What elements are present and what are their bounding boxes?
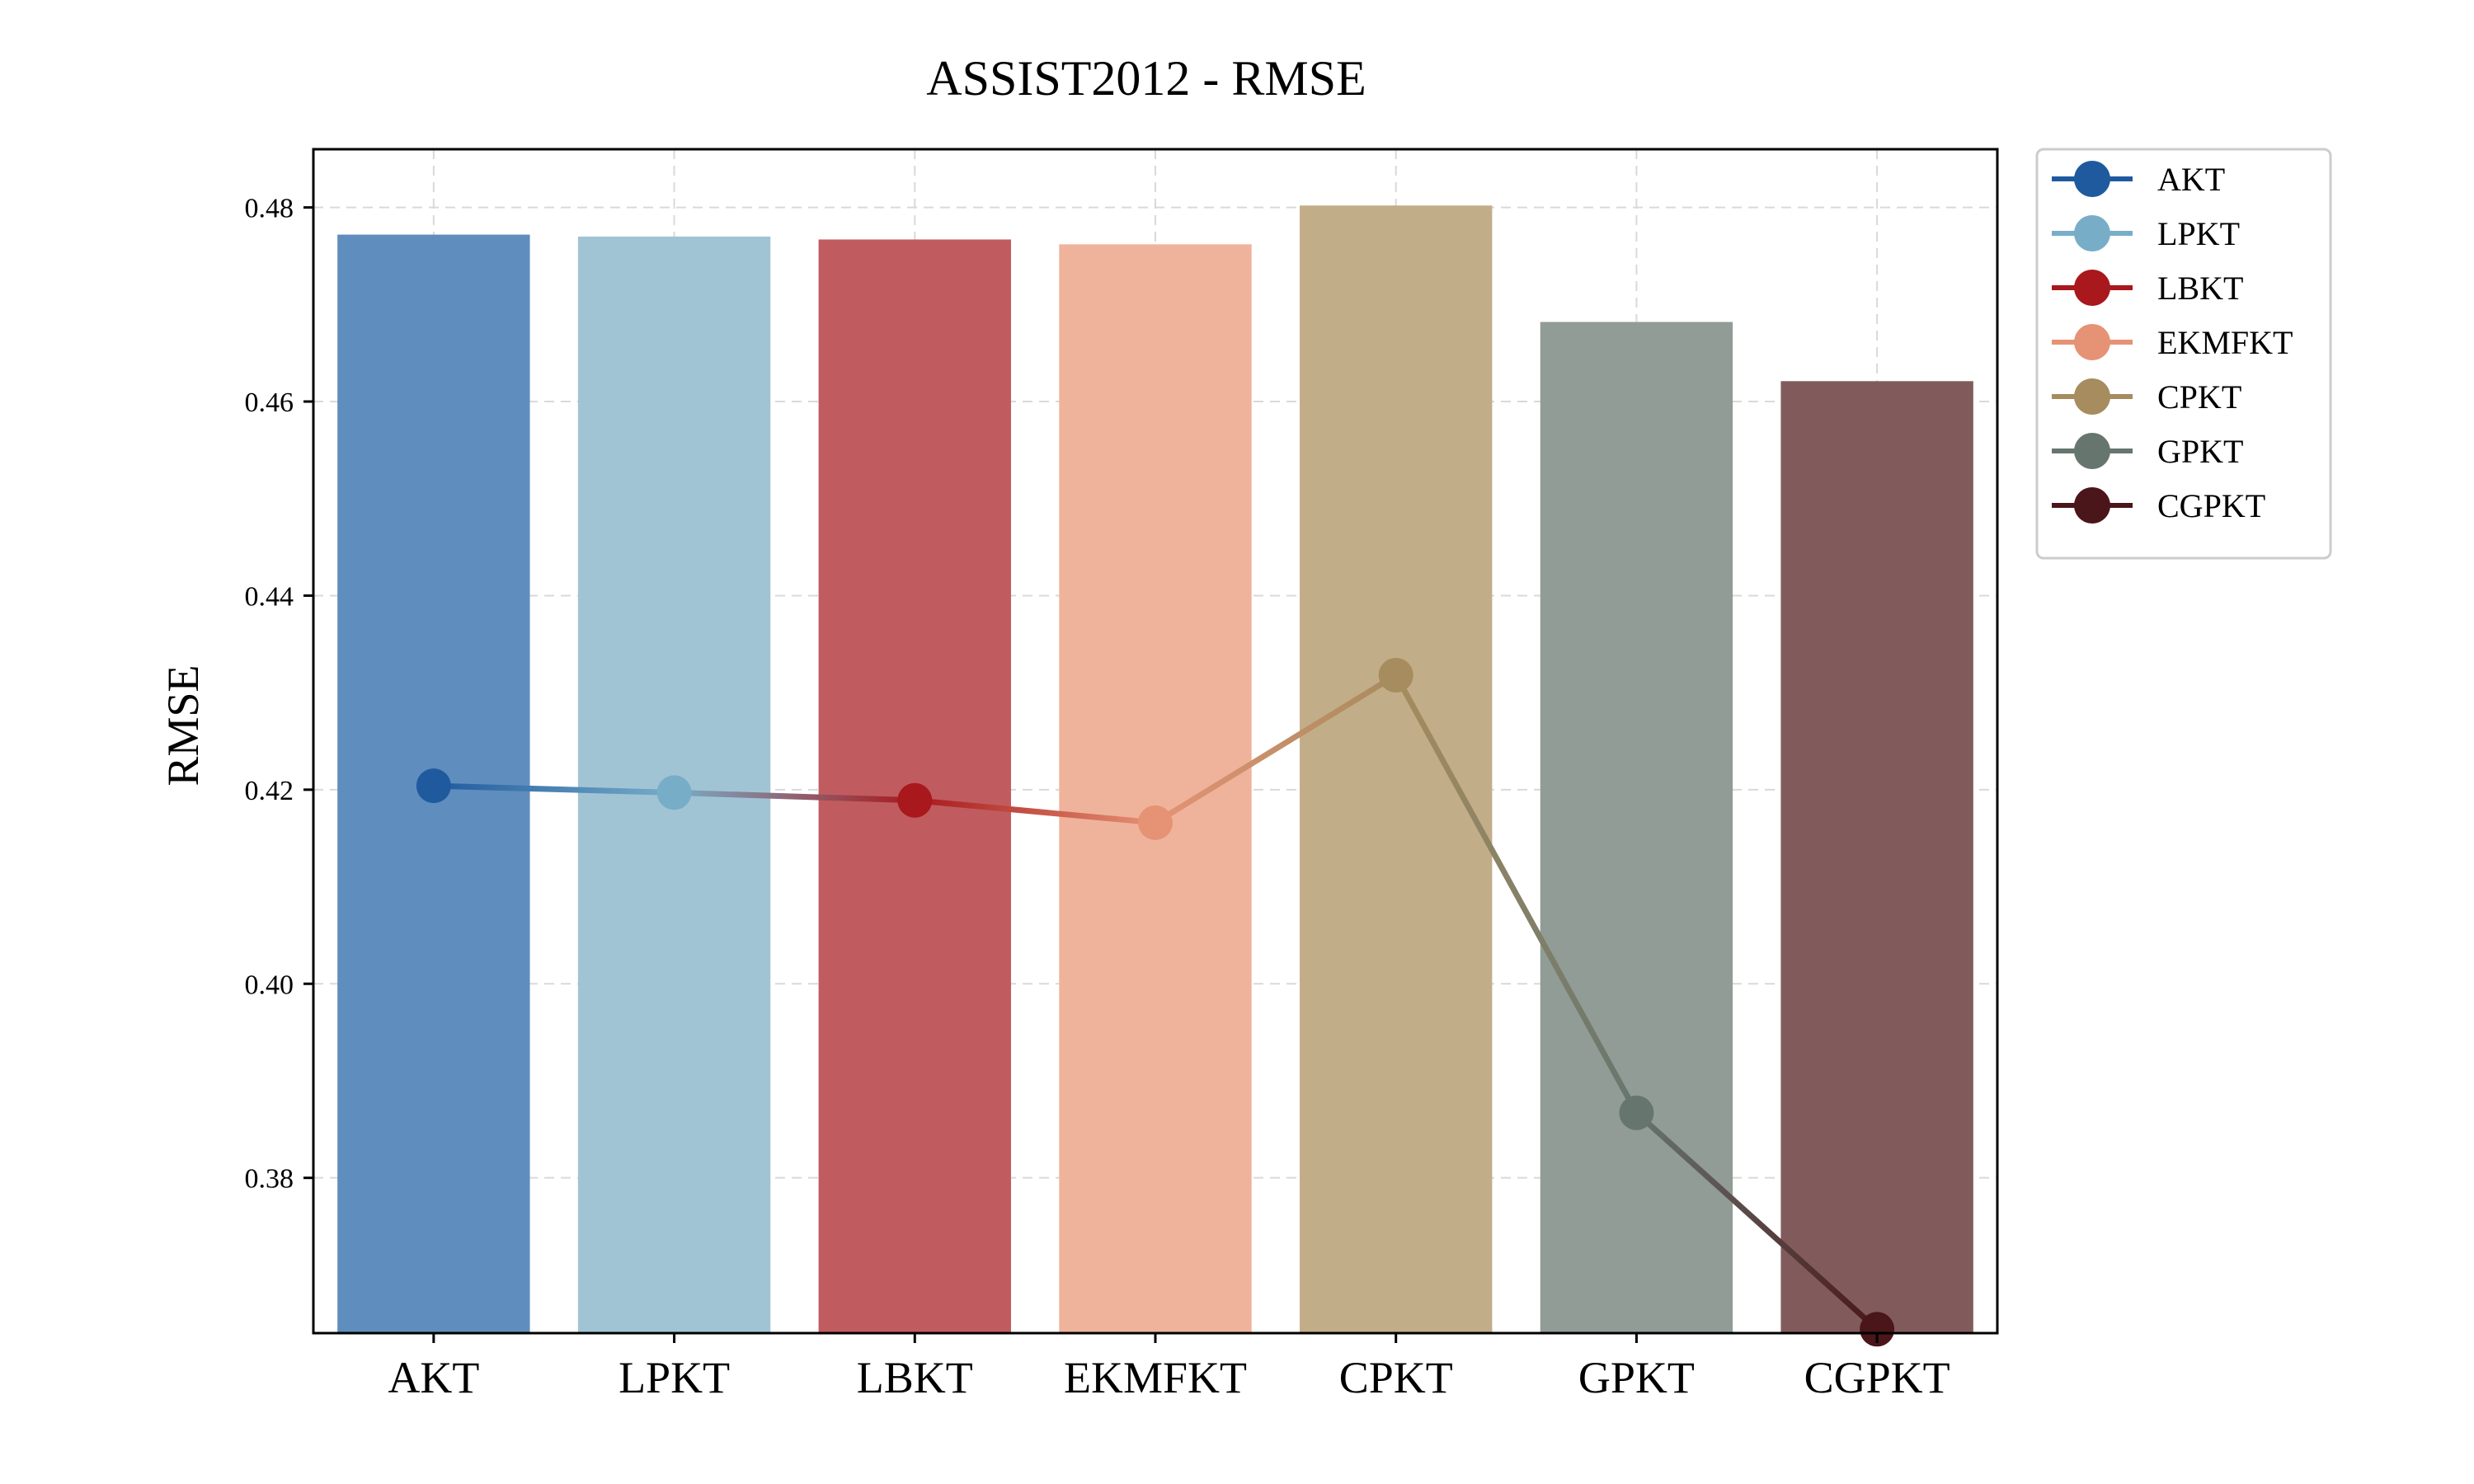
legend-marker (2074, 270, 2110, 306)
y-tick-label: 0.40 (245, 970, 294, 1000)
y-tick-label: 0.44 (245, 581, 294, 612)
axes: 0.38 0.40 0.42 0.44 0.46 0.48 AKT LPKT LBKT EKMFK… (245, 194, 1950, 1402)
bar-cgpkt (1780, 381, 1973, 1334)
line-segment (1393, 672, 1639, 1116)
legend-label: EKMFKT (2157, 324, 2293, 361)
bar-ekmfkt (1059, 244, 1252, 1333)
bar-cpkt (1300, 205, 1493, 1334)
bars (337, 205, 1973, 1334)
x-tick-label: EKMFKT (1064, 1353, 1247, 1402)
legend-label: CPKT (2157, 378, 2241, 416)
point-lpkt (656, 775, 692, 810)
x-tick-label: CGPKT (1804, 1353, 1950, 1402)
legend-label: AKT (2157, 161, 2225, 198)
legend-label: CGPKT (2157, 487, 2265, 524)
legend-frame (2035, 148, 2332, 560)
legend-marker (2074, 487, 2110, 524)
legend-label: GPKT (2157, 433, 2243, 470)
x-tick-label: LPKT (618, 1353, 730, 1402)
point-gpkt (1619, 1095, 1654, 1130)
legend-marker (2074, 433, 2110, 469)
chart-title: ASSIST2012 - RMSE (926, 51, 1366, 106)
x-tick-label: GPKT (1578, 1353, 1695, 1402)
point-ekmfkt (1138, 805, 1173, 840)
legend-marker (2074, 161, 2110, 197)
y-tick-label: 0.48 (245, 194, 294, 224)
legend-marker (2074, 378, 2110, 415)
line-segment (430, 782, 678, 796)
point-akt (416, 768, 451, 804)
point-lbkt (897, 782, 933, 818)
legend-marker (2074, 324, 2110, 360)
x-tick-label: AKT (388, 1353, 479, 1402)
line-points (416, 657, 1895, 1347)
x-tick-label: LBKT (857, 1353, 973, 1402)
x-tick-label: CPKT (1339, 1353, 1453, 1402)
legend-label: LPKT (2157, 215, 2240, 252)
y-tick-label: 0.42 (245, 776, 294, 806)
bar-gpkt (1540, 322, 1733, 1333)
y-tick-label: 0.38 (245, 1164, 294, 1195)
legend: AKT LPKT LBKT EKMFKT CPKT GPKT CGPKT (2035, 148, 2332, 560)
point-cgpkt (1860, 1312, 1895, 1347)
line-segment (1152, 672, 1399, 826)
line-segment (671, 789, 918, 804)
y-axis-label: RMSE (158, 665, 208, 786)
line-segment (1633, 1110, 1880, 1332)
line-series (430, 672, 1880, 1332)
y-tick-label: 0.46 (245, 387, 294, 418)
legend-label: LBKT (2157, 270, 2243, 307)
legend-marker (2074, 215, 2110, 251)
point-cpkt (1378, 657, 1413, 693)
line-segment (911, 797, 1159, 826)
